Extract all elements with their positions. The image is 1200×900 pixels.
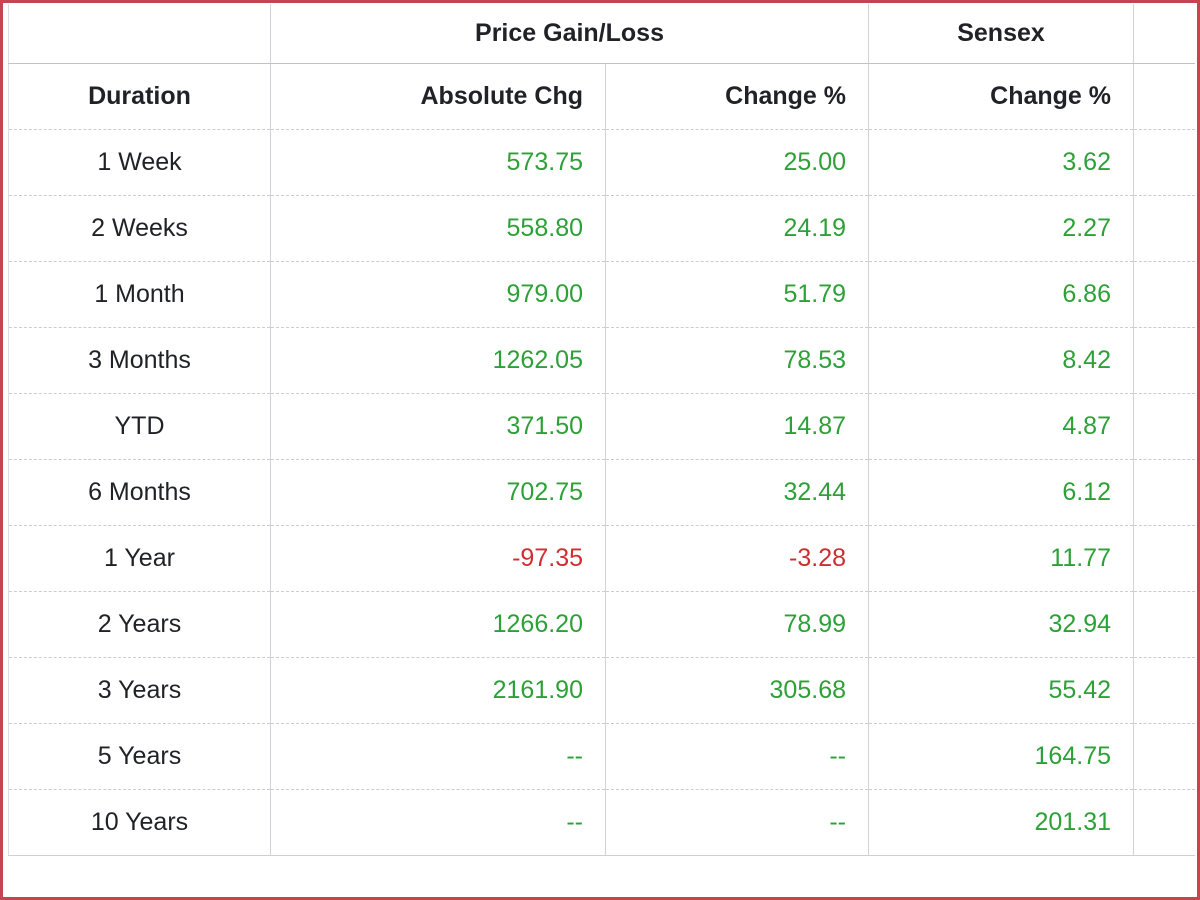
column-header-change-pct: Change %: [605, 63, 869, 130]
change-pct-cell: 32.44: [605, 459, 869, 526]
price-gain-loss-table: Price Gain/Loss Sensex Duration Absolute…: [8, 4, 1195, 856]
table-row: 6 Months 702.75 32.44 6.12: [8, 459, 1195, 526]
duration-cell: 10 Years: [8, 789, 271, 856]
spacer-cell: [1133, 789, 1195, 856]
column-header-duration: Duration: [8, 63, 271, 130]
duration-cell: 2 Weeks: [8, 195, 271, 262]
table-row: 3 Months 1262.05 78.53 8.42: [8, 327, 1195, 394]
spacer-cell: [1133, 525, 1195, 592]
column-header-sensex-change-pct: Change %: [868, 63, 1134, 130]
duration-cell: YTD: [8, 393, 271, 460]
table-row: 10 Years -- -- 201.31: [8, 789, 1195, 856]
absolute-chg-cell: 573.75: [270, 129, 606, 196]
column-header-absolute-chg: Absolute Chg: [270, 63, 606, 130]
sensex-change-pct-cell: 4.87: [868, 393, 1134, 460]
group-header-row: Price Gain/Loss Sensex: [8, 4, 1195, 64]
change-pct-cell: 78.99: [605, 591, 869, 658]
change-pct-cell: -3.28: [605, 525, 869, 592]
change-pct-cell: 305.68: [605, 657, 869, 724]
absolute-chg-cell: 1266.20: [270, 591, 606, 658]
sensex-change-pct-cell: 6.86: [868, 261, 1134, 328]
absolute-chg-cell: 702.75: [270, 459, 606, 526]
table-row: 2 Weeks 558.80 24.19 2.27: [8, 195, 1195, 262]
absolute-chg-cell: 371.50: [270, 393, 606, 460]
absolute-chg-cell: --: [270, 789, 606, 856]
absolute-chg-cell: 558.80: [270, 195, 606, 262]
group-header-empty: [8, 4, 271, 64]
change-pct-cell: 51.79: [605, 261, 869, 328]
column-header-row: Duration Absolute Chg Change % Change %: [8, 63, 1195, 130]
spacer-cell: [1133, 327, 1195, 394]
column-header-spacer: [1133, 63, 1195, 130]
sensex-change-pct-cell: 8.42: [868, 327, 1134, 394]
spacer-cell: [1133, 459, 1195, 526]
duration-cell: 3 Years: [8, 657, 271, 724]
table-row: 5 Years -- -- 164.75: [8, 723, 1195, 790]
spacer-cell: [1133, 195, 1195, 262]
table-row: YTD 371.50 14.87 4.87: [8, 393, 1195, 460]
sensex-change-pct-cell: 164.75: [868, 723, 1134, 790]
absolute-chg-cell: -97.35: [270, 525, 606, 592]
change-pct-cell: --: [605, 789, 869, 856]
sensex-change-pct-cell: 32.94: [868, 591, 1134, 658]
spacer-cell: [1133, 129, 1195, 196]
duration-cell: 1 Month: [8, 261, 271, 328]
table-row: 1 Year -97.35 -3.28 11.77: [8, 525, 1195, 592]
duration-cell: 5 Years: [8, 723, 271, 790]
table-body: 1 Week 573.75 25.00 3.62 2 Weeks 558.80 24.19 2…: [8, 129, 1195, 856]
duration-cell: 1 Year: [8, 525, 271, 592]
table-row: 2 Years 1266.20 78.99 32.94: [8, 591, 1195, 658]
spacer-cell: [1133, 591, 1195, 658]
table-row: 3 Years 2161.90 305.68 55.42: [8, 657, 1195, 724]
table-row: 1 Month 979.00 51.79 6.86: [8, 261, 1195, 328]
sensex-change-pct-cell: 55.42: [868, 657, 1134, 724]
absolute-chg-cell: --: [270, 723, 606, 790]
group-header-sensex: Sensex: [868, 4, 1134, 64]
duration-cell: 3 Months: [8, 327, 271, 394]
change-pct-cell: --: [605, 723, 869, 790]
sensex-change-pct-cell: 2.27: [868, 195, 1134, 262]
sensex-change-pct-cell: 201.31: [868, 789, 1134, 856]
sensex-change-pct-cell: 6.12: [868, 459, 1134, 526]
change-pct-cell: 78.53: [605, 327, 869, 394]
absolute-chg-cell: 1262.05: [270, 327, 606, 394]
spacer-cell: [1133, 261, 1195, 328]
group-header-price-gain-loss: Price Gain/Loss: [270, 4, 869, 64]
absolute-chg-cell: 2161.90: [270, 657, 606, 724]
group-header-spacer: [1133, 4, 1195, 64]
duration-cell: 1 Week: [8, 129, 271, 196]
absolute-chg-cell: 979.00: [270, 261, 606, 328]
duration-cell: 2 Years: [8, 591, 271, 658]
spacer-cell: [1133, 657, 1195, 724]
change-pct-cell: 24.19: [605, 195, 869, 262]
table-row: 1 Week 573.75 25.00 3.62: [8, 129, 1195, 196]
duration-cell: 6 Months: [8, 459, 271, 526]
change-pct-cell: 14.87: [605, 393, 869, 460]
change-pct-cell: 25.00: [605, 129, 869, 196]
spacer-cell: [1133, 723, 1195, 790]
spacer-cell: [1133, 393, 1195, 460]
sensex-change-pct-cell: 3.62: [868, 129, 1134, 196]
sensex-change-pct-cell: 11.77: [868, 525, 1134, 592]
